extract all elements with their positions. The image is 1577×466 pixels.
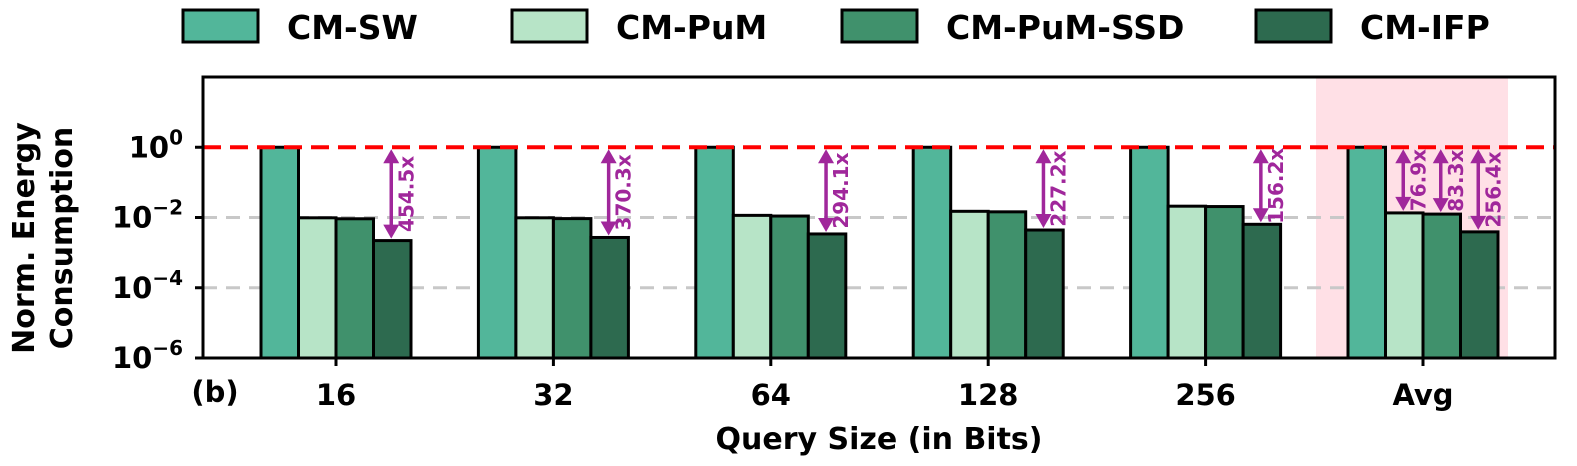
legend-label: CM-SW [287,8,418,47]
legend-item-cm-sw: CM-SW [181,8,418,47]
bar-cm-ifp-avg [1459,230,1500,360]
y-tick-label: 100 [129,125,183,164]
legend-swatch [510,8,589,44]
y-ticks: 100 10−2 10−4 10−6 [112,125,203,375]
legend-label: CM-PuM [616,8,767,47]
annotation-arrow [1252,149,1269,223]
bar-cm-pum-32 [514,216,555,360]
annotation-arrow [383,149,400,239]
x-tick-label: 128 [958,378,1019,412]
annotation-label: 256.4x [1481,151,1505,227]
bar-cm-sw-128 [911,145,953,360]
y-tick-label: 10−2 [112,196,183,235]
y-tick-label: 10−4 [112,266,183,305]
bar-cm-pum-256 [1166,204,1208,360]
bar-cm-pum-ssd-avg [1421,212,1462,360]
annotation-label: 294.1x [829,152,853,228]
bar-cm-sw-256 [1129,145,1170,360]
annotation-arrow [818,149,835,232]
bar-cm-ifp-16 [372,239,413,360]
annotation-label: 454.5x [394,156,418,232]
legend-swatch [840,8,919,44]
x-ticks: 16 32 64 128 256 Avg [316,358,1454,412]
annotation-label: 370.3x [612,154,636,230]
annotation-arrow [1395,149,1412,211]
annotation-label: 156.2x [1264,148,1288,224]
bar-cm-ifp-256 [1241,222,1283,360]
panel-label: (b) [191,375,238,409]
y-axis-title-line2: Consumption [45,127,80,350]
bar-cm-pum-ssd-256 [1204,205,1245,360]
legend-swatch [1254,8,1333,44]
bar-cm-pum-128 [949,209,990,360]
annotation-arrow [600,149,617,236]
y-tick-label: 10−6 [112,336,183,375]
legend-label: CM-PuM-SSD [946,8,1184,47]
legend-item-cm-pum-ssd: CM-PuM-SSD [840,8,1184,47]
legend-swatch [181,8,260,44]
x-tick-label: 256 [1175,378,1236,412]
bar-cm-pum-64 [731,213,773,360]
legend-item-cm-pum: CM-PuM [510,8,767,47]
bar-cm-pum-ssd-64 [769,214,810,360]
bar-cm-ifp-64 [806,232,848,360]
annotation-label: 83.3x [1444,149,1468,211]
annotation-layer: 454.5x 370.3x 294.1x 227.2x 156.2x 76.9x 83.3x… [383,148,1505,239]
annotation-arrow [1035,149,1052,229]
bar-cm-sw-avg [1346,145,1387,360]
y-axis-title-line1: Norm. Energy [7,122,42,354]
x-tick-label: Avg [1392,378,1453,412]
bar-cm-sw-16 [259,145,300,360]
bar-cm-ifp-128 [1024,228,1065,360]
x-tick-label: 16 [316,378,356,412]
bar-cm-sw-32 [476,145,518,360]
x-tick-label: 64 [751,378,791,412]
legend: CM-SW CM-PuM CM-PuM-SSD CM-IFP [181,8,1490,47]
legend-label: CM-IFP [1360,8,1490,47]
bar-cm-pum-avg [1384,211,1425,360]
x-axis-title: Query Size (in Bits) [716,422,1043,457]
bar-cm-sw-64 [694,145,735,360]
annotation-arrow [1432,149,1449,213]
bar-cm-pum-ssd-16 [334,217,375,360]
grid-layer [203,216,1555,290]
annotation-label: 76.9x [1406,149,1430,211]
x-tick-label: 32 [533,378,573,412]
annotation-arrow [1470,149,1487,230]
bar-cm-pum-ssd-32 [551,217,593,360]
bar-cm-pum-16 [297,216,338,360]
annotation-label: 227.2x [1046,150,1070,226]
bars-layer [259,145,1500,360]
legend-item-cm-ifp: CM-IFP [1254,8,1490,47]
bar-cm-ifp-32 [589,235,630,360]
bar-cm-pum-ssd-128 [986,210,1028,360]
